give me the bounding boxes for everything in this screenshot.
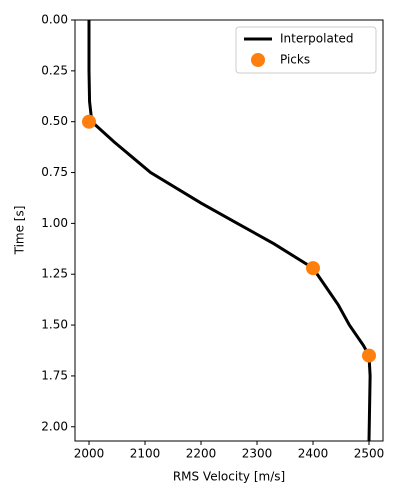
y-tick-label: 1.00	[41, 216, 68, 230]
x-axis-label: RMS Velocity [m/s]	[173, 470, 285, 484]
line	[87, 20, 372, 441]
x-tick-label: 2400	[298, 447, 329, 461]
legend-label: Interpolated	[280, 32, 354, 46]
y-tick-label: 2.00	[41, 419, 68, 433]
x-tick-label: 2100	[130, 447, 161, 461]
y-tick-label: 1.75	[41, 368, 68, 382]
y-tick-label: 0.75	[41, 165, 68, 179]
x-tick-label: 2000	[74, 447, 105, 461]
point	[362, 348, 376, 363]
x-tick-label: 2500	[354, 447, 385, 461]
y-axis-label: Time [s]	[13, 206, 27, 256]
point	[82, 114, 96, 129]
point	[306, 261, 320, 276]
axes-frame	[74, 19, 384, 442]
y-tick-label: 1.25	[41, 267, 68, 281]
plot	[87, 20, 372, 441]
legend-label: Picks	[280, 53, 310, 67]
y-tick-label: 0.00	[41, 13, 68, 27]
legend-marker	[251, 53, 265, 67]
x-tick-label: 2200	[186, 447, 217, 461]
y-tick-label: 0.50	[41, 114, 68, 128]
x-tick-label: 2300	[242, 447, 273, 461]
y-tick-label: 1.50	[41, 318, 68, 332]
y-tick-label: 0.25	[41, 63, 68, 77]
